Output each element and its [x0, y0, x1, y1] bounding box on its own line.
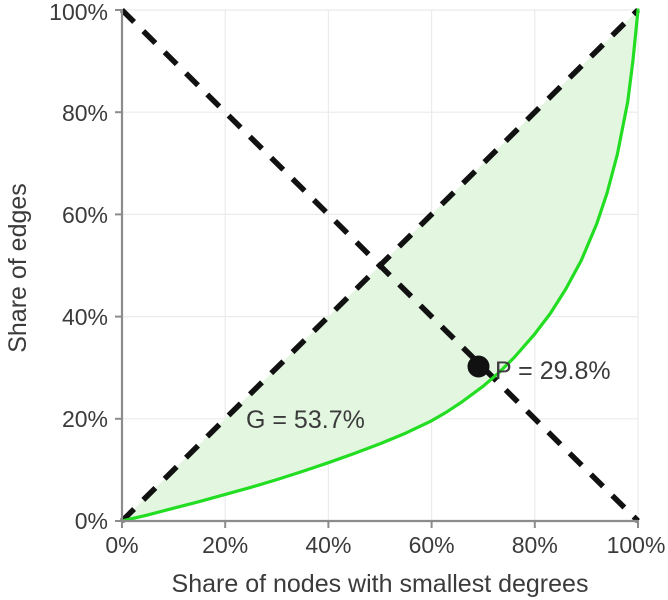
x-tick-label-60: 60% [409, 532, 455, 558]
x-tick-label-40: 40% [305, 532, 351, 558]
x-tick-label-80: 80% [512, 532, 558, 558]
palma-annotation-label: P = 29.8% [495, 357, 611, 385]
palma-point-marker [467, 355, 490, 378]
y-tick-label-20: 20% [62, 406, 108, 432]
y-tick-label-60: 60% [62, 202, 108, 228]
x-tick-label-0: 0% [105, 532, 138, 558]
x-axis-title: Share of nodes with smallest degrees [172, 570, 589, 598]
equality-dashed-line [120, 8, 640, 523]
lorenz-curve-line [120, 8, 640, 523]
y-tick-label-40: 40% [62, 304, 108, 330]
x-tick-label-100: 100% [607, 532, 666, 558]
y-tick-label-100: 100% [49, 0, 108, 25]
y-axis-title: Share of edges [4, 183, 32, 353]
y-axis-ticks [115, 9, 122, 522]
y-tick-label-0: 0% [75, 508, 108, 534]
gini-annotation-label: G = 53.7% [246, 406, 365, 434]
x-tick-label-20: 20% [202, 532, 248, 558]
y-tick-label-80: 80% [62, 100, 108, 126]
x-axis-ticks [121, 521, 639, 528]
